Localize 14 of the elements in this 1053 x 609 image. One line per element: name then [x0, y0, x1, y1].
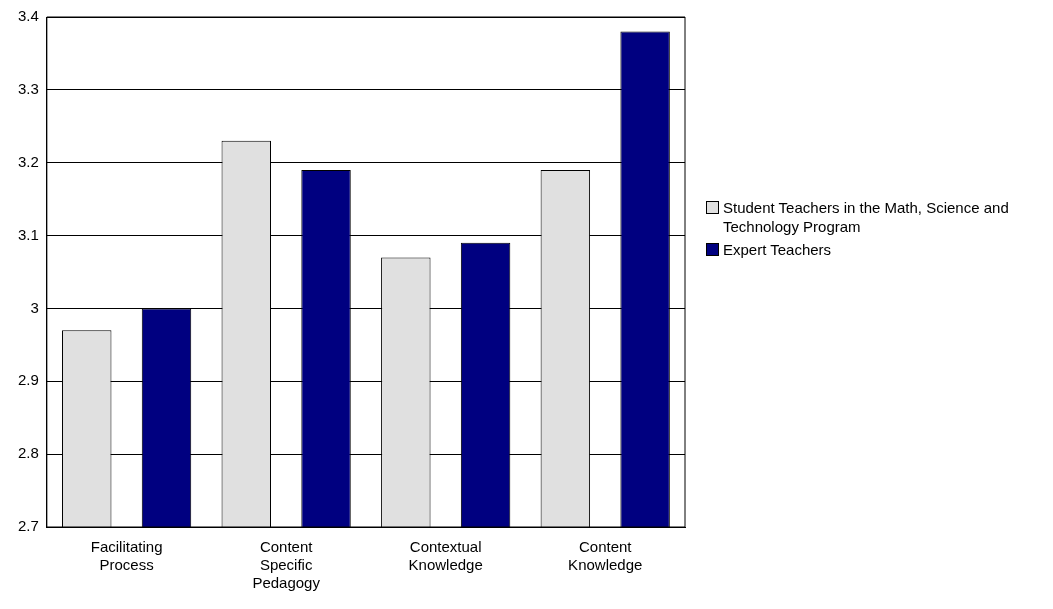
y-tick-label: 2.7 — [17, 517, 39, 535]
x-tick-label: Contextual Knowledge — [408, 538, 483, 574]
y-tick-label: 3.2 — [17, 152, 39, 170]
legend-label: Expert Teachers — [723, 240, 832, 259]
y-tick-label: 3 — [30, 298, 39, 316]
y-tick-label: 2.8 — [17, 444, 39, 462]
x-tick-label: Content Specific Pedagogy — [252, 538, 321, 592]
y-tick-label: 3.1 — [17, 225, 39, 243]
y-tick-label: 3.3 — [17, 80, 39, 97]
y-tick-label: 2.9 — [17, 371, 39, 389]
y-tick-label: 3.4 — [17, 7, 39, 25]
x-tick-label: Content Knowledge — [568, 538, 643, 574]
legend-label: Student Teachers in the Math, Science and Technology Program — [723, 198, 1010, 236]
x-tick-label: Facilitating Process — [90, 538, 163, 574]
